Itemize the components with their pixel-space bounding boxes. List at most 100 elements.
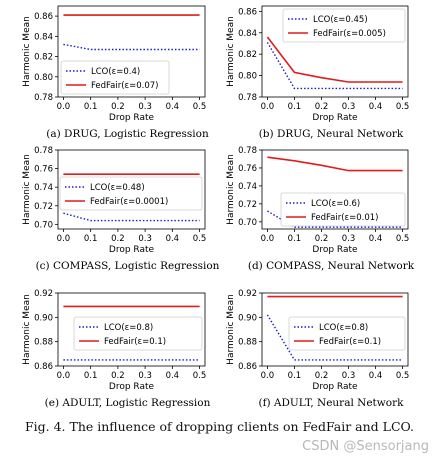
x-tick-label: 0.2 — [315, 371, 329, 381]
legend: LCO(ε=0.8) FedFair(ε=0.1) — [288, 316, 406, 351]
x-tick-label: 0.5 — [193, 234, 207, 244]
x-tick-label: 0.5 — [193, 371, 207, 381]
plot-frame — [57, 292, 206, 367]
y-tick-label: 0.92 — [34, 289, 53, 299]
plot-frame — [57, 5, 206, 98]
x-tick-label: 0.0 — [57, 371, 71, 381]
plot-frame — [261, 149, 409, 230]
subfigure-caption: (b) DRUG, Neural Network — [259, 128, 404, 140]
x-tick-label: 0.3 — [138, 234, 152, 244]
y-tick-label: 0.82 — [238, 50, 257, 60]
x-tick-label: 0.2 — [315, 102, 329, 112]
x-tick-label: 0.0 — [261, 234, 275, 244]
y-tick-label: 0.76 — [34, 165, 53, 175]
x-tick-label: 0.3 — [138, 371, 152, 381]
x-tick-label: 0.5 — [396, 102, 410, 112]
x-tick-label: 0.3 — [138, 102, 152, 112]
x-tick-label: 0.1 — [84, 234, 98, 244]
chart-panel-4: 0.70 0.72 0.74 0.76 0.78 0.0 0.1 0.2 0.3 0.4 0.5 Dr… — [226, 146, 415, 272]
x-axis-label: Drop Rate — [312, 382, 358, 392]
x-tick-label: 0.0 — [57, 102, 71, 112]
y-axis-label: Harmonic Mean — [22, 16, 32, 87]
y-tick-label: 0.76 — [238, 164, 257, 174]
subfigure-caption: (f) ADULT, Neural Network — [259, 397, 405, 409]
legend-box — [280, 192, 406, 227]
y-tick-label: 0.78 — [34, 146, 53, 156]
chart-panel-1: 0.78 0.80 0.82 0.84 0.86 0.0 0.1 0.2 0.3 0.4 0.5 Dr… — [22, 5, 209, 140]
y-tick-label: 0.72 — [34, 202, 53, 212]
x-tick-label: 0.2 — [111, 234, 125, 244]
legend-label-fedfair: FedFair(ε=0.01) — [311, 213, 379, 223]
y-tick-label: 0.80 — [238, 72, 257, 82]
y-tick-label: 0.86 — [34, 12, 53, 22]
legend-label-lco: LCO(ε=0.48) — [90, 183, 145, 193]
x-tick-label: 0.1 — [84, 371, 98, 381]
subfigure-caption: (e) ADULT, Logistic Regression — [45, 397, 211, 409]
plot-frame — [57, 149, 206, 230]
y-tick-label: 0.86 — [34, 362, 53, 372]
lco-series-line — [63, 43, 200, 51]
legend-label-lco: LCO(ε=0.4) — [91, 67, 140, 77]
x-tick-label: 0.3 — [342, 234, 356, 244]
y-axis-label: Harmonic Mean — [226, 154, 236, 225]
y-axis-label: Harmonic Mean — [22, 154, 32, 225]
x-tick-label: 0.3 — [342, 102, 356, 112]
legend: LCO(ε=0.45) FedFair(ε=0.005) — [282, 8, 406, 43]
legend-box — [73, 316, 203, 351]
legend-label-fedfair: FedFair(ε=0.07) — [91, 81, 159, 91]
x-tick-label: 0.4 — [369, 234, 383, 244]
figure-caption: Fig. 4. The influence of dropping client… — [24, 419, 415, 434]
legend: LCO(ε=0.4) FedFair(ε=0.07) — [60, 60, 170, 95]
x-tick-label: 0.4 — [166, 234, 180, 244]
x-tick-label: 0.1 — [288, 371, 302, 381]
figure-panels: 0.78 0.80 0.82 0.84 0.86 0.0 0.1 0.2 0.3 0.4 0.5 Dr… — [22, 5, 415, 409]
y-tick-label: 0.80 — [34, 73, 53, 83]
lco-series-line — [63, 212, 200, 222]
x-tick-label: 0.5 — [396, 371, 410, 381]
legend-label-lco: LCO(ε=0.8) — [319, 323, 368, 333]
y-tick-label: 0.74 — [238, 182, 257, 192]
x-axis-label: Drop Rate — [312, 245, 358, 255]
legend-label-fedfair: FedFair(ε=0.1) — [104, 337, 166, 347]
subfigure-caption: (d) COMPASS, Neural Network — [248, 260, 415, 272]
x-tick-label: 0.4 — [369, 102, 383, 112]
y-tick-label: 0.88 — [34, 338, 53, 348]
y-tick-label: 0.84 — [34, 32, 53, 42]
x-axis-label: Drop Rate — [109, 382, 155, 392]
legend-box — [288, 316, 406, 351]
y-tick-label: 0.74 — [34, 183, 53, 193]
subfigure-caption: (c) COMPASS, Logistic Regression — [36, 260, 220, 272]
y-tick-label: 0.72 — [238, 200, 257, 210]
legend-box — [59, 176, 203, 211]
watermark: CSDN @Sensorjang — [302, 439, 429, 454]
y-tick-label: 0.78 — [238, 146, 257, 156]
x-axis-label: Drop Rate — [109, 113, 155, 123]
x-axis-label: Drop Rate — [312, 113, 358, 123]
x-tick-label: 0.0 — [261, 102, 275, 112]
chart-panel-5: 0.86 0.88 0.90 0.92 0.0 0.1 0.2 0.3 0.4 0.5 Drop R… — [22, 289, 211, 409]
y-axis-label: Harmonic Mean — [226, 294, 236, 365]
fedfair-series-line — [267, 156, 403, 172]
legend-label-lco: LCO(ε=0.45) — [313, 15, 368, 25]
x-tick-label: 0.1 — [84, 102, 98, 112]
y-tick-label: 0.86 — [238, 362, 257, 372]
x-tick-label: 0.4 — [166, 371, 180, 381]
y-axis-label: Harmonic Mean — [226, 16, 236, 87]
x-tick-label: 0.2 — [315, 234, 329, 244]
y-tick-label: 0.84 — [238, 29, 257, 39]
x-tick-label: 0.4 — [369, 371, 383, 381]
y-axis-label: Harmonic Mean — [22, 294, 32, 365]
x-tick-label: 0.5 — [193, 102, 207, 112]
legend-label-fedfair: FedFair(ε=0.0001) — [90, 197, 168, 207]
plot-frame — [261, 292, 409, 367]
y-tick-label: 0.92 — [238, 289, 257, 299]
legend-label-fedfair: FedFair(ε=0.005) — [313, 29, 386, 39]
chart-panel-3: 0.70 0.72 0.74 0.76 0.78 0.0 0.1 0.2 0.3 0.4 0.5 Dr… — [22, 146, 220, 272]
x-tick-label: 0.3 — [342, 371, 356, 381]
legend: LCO(ε=0.8) FedFair(ε=0.1) — [73, 316, 203, 351]
x-tick-label: 0.0 — [261, 371, 275, 381]
fedfair-series-line — [266, 36, 403, 83]
y-tick-label: 0.90 — [238, 313, 257, 323]
x-tick-label: 0.2 — [111, 371, 125, 381]
legend-box — [60, 60, 170, 95]
